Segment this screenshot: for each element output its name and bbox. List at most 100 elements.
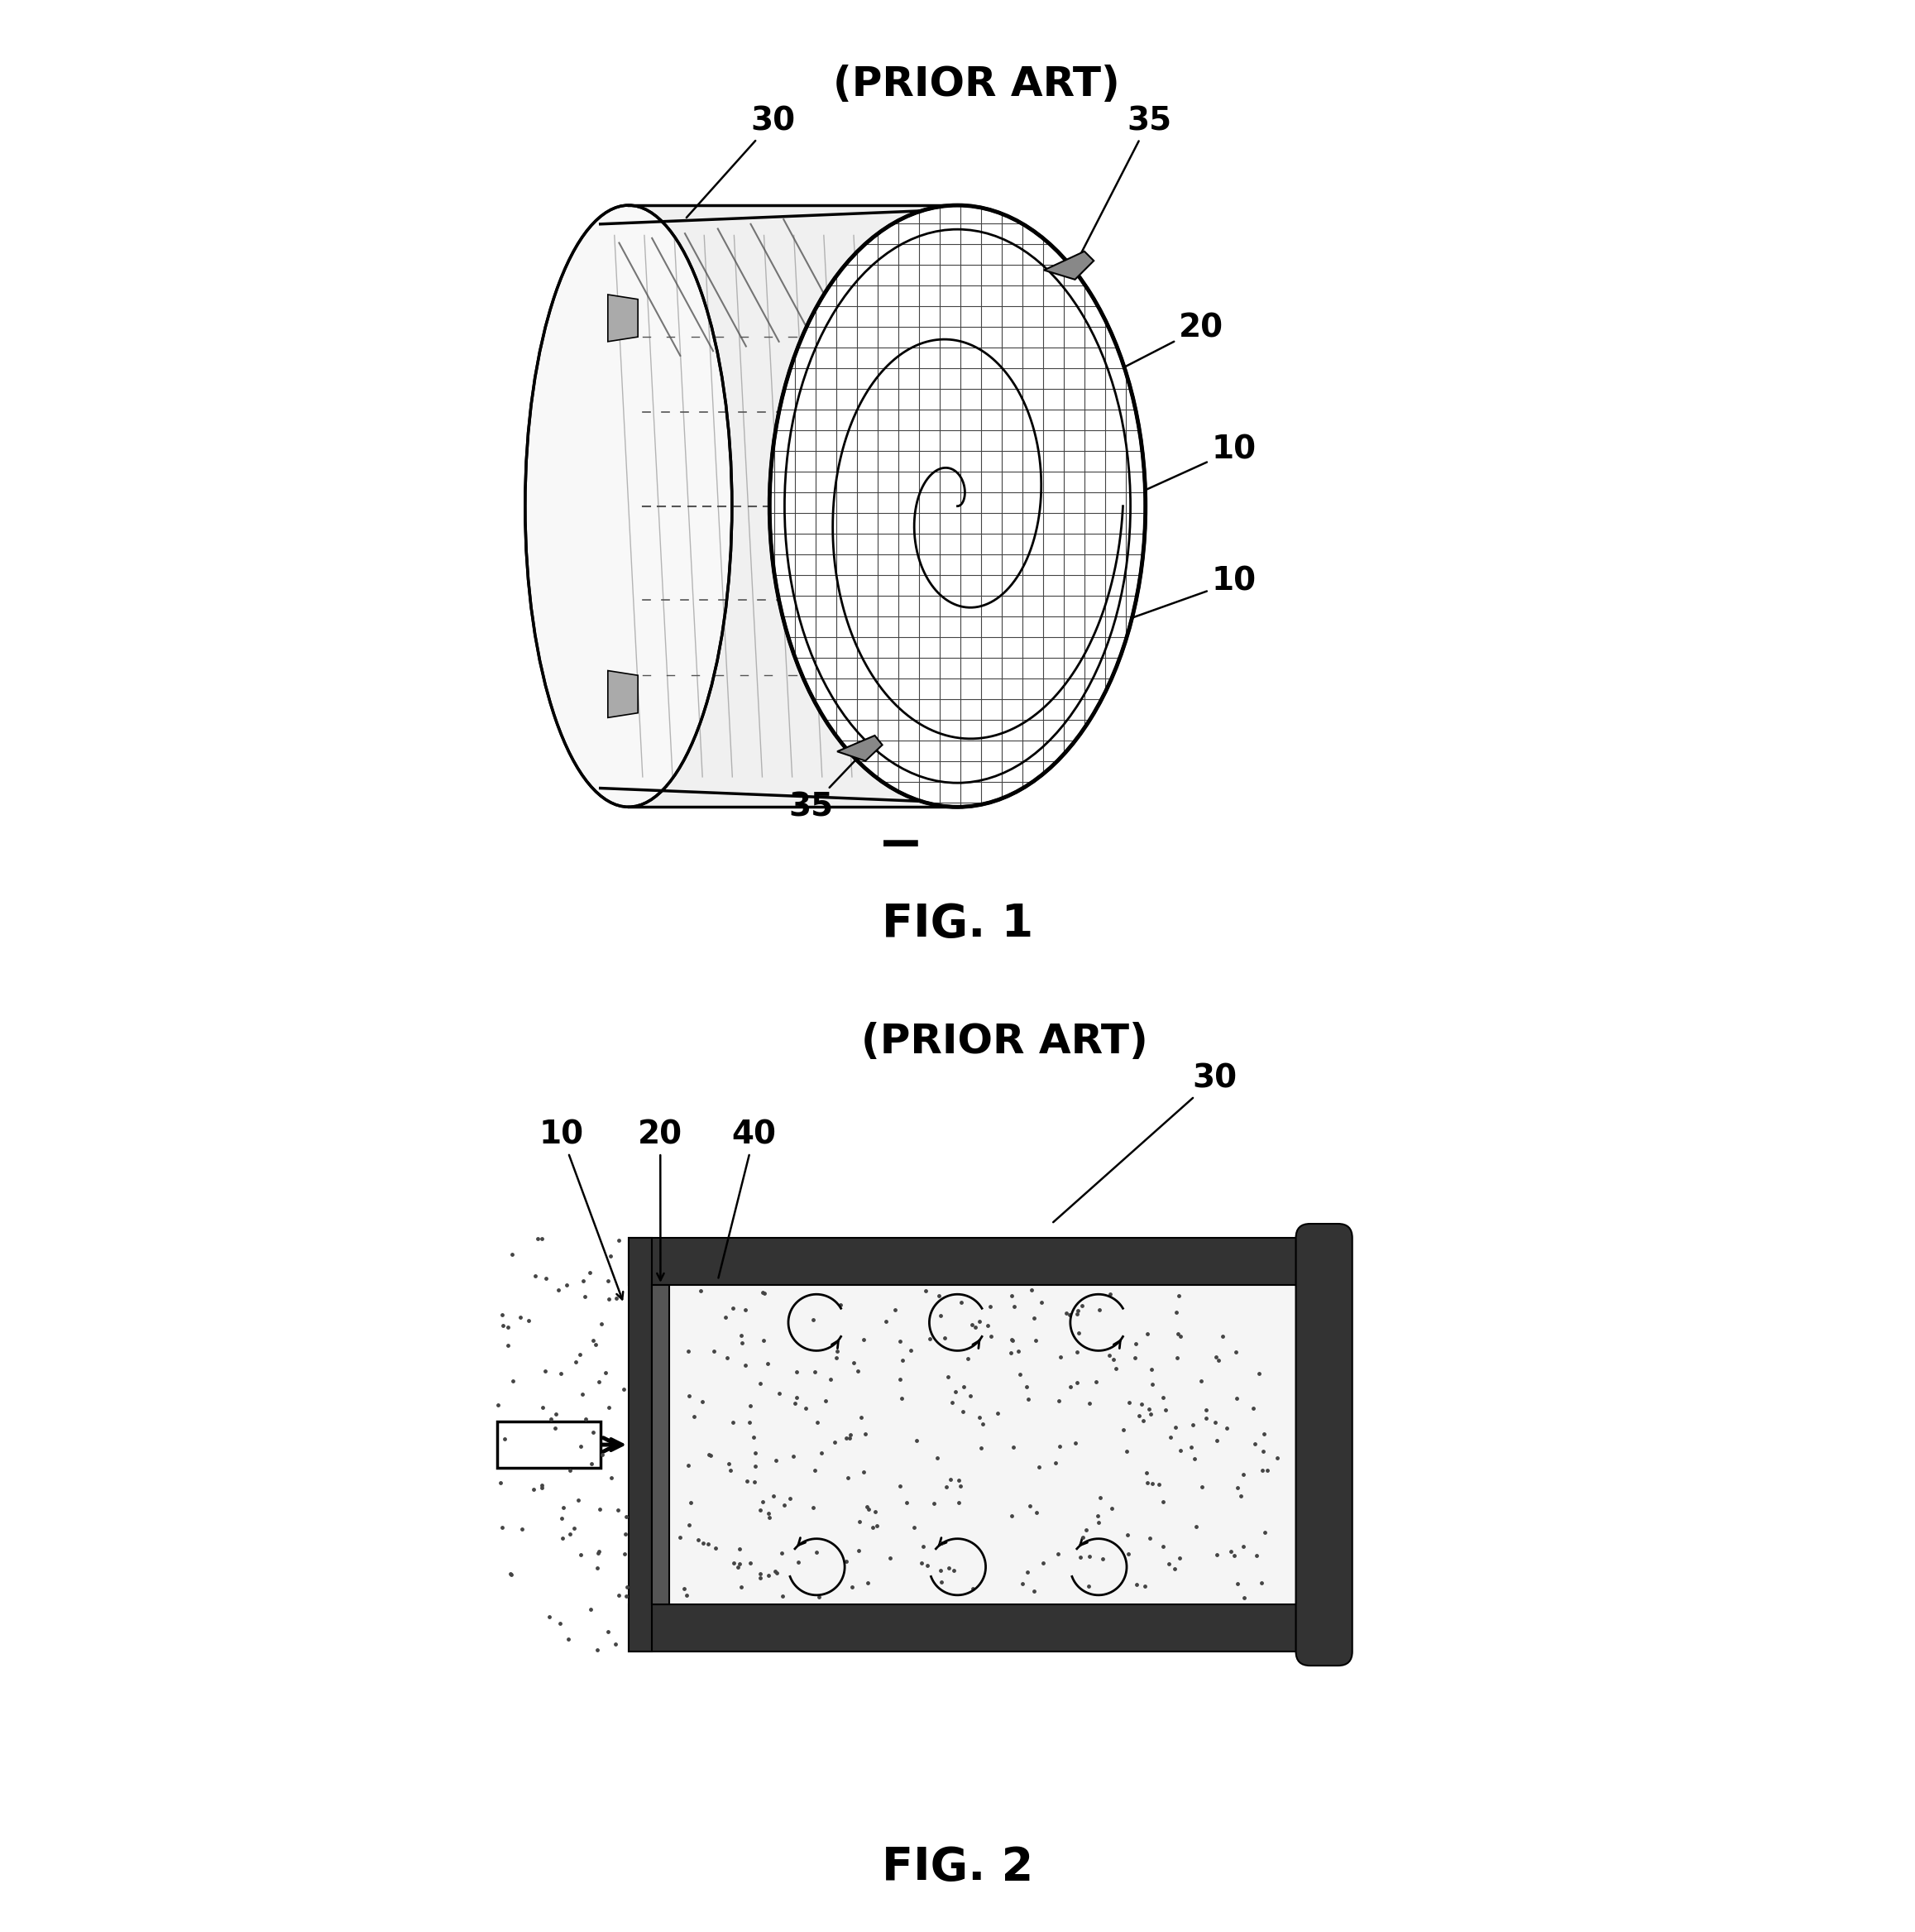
Point bbox=[718, 1548, 749, 1578]
Point bbox=[484, 1466, 515, 1497]
Point bbox=[548, 1522, 578, 1553]
Point bbox=[730, 1294, 760, 1325]
Point bbox=[565, 1339, 596, 1370]
Point bbox=[1021, 1325, 1051, 1356]
Point bbox=[822, 1343, 852, 1374]
Point bbox=[506, 1302, 536, 1333]
Point bbox=[996, 1323, 1026, 1354]
Bar bbox=[628, 1604, 1316, 1652]
Point bbox=[1113, 1538, 1143, 1569]
Point bbox=[852, 1567, 883, 1598]
Point bbox=[1182, 1511, 1212, 1542]
Point bbox=[799, 1304, 829, 1335]
Point bbox=[527, 1470, 557, 1501]
Point bbox=[956, 1381, 986, 1412]
Text: +: + bbox=[1009, 224, 1055, 280]
Point bbox=[1042, 1538, 1072, 1569]
Point bbox=[674, 1379, 705, 1410]
Point bbox=[975, 1291, 1005, 1321]
Point bbox=[802, 1406, 833, 1437]
Point bbox=[674, 1509, 705, 1540]
Point bbox=[996, 1501, 1026, 1532]
Point bbox=[1044, 1385, 1074, 1416]
Point bbox=[885, 1470, 915, 1501]
Point bbox=[1011, 1372, 1042, 1403]
Point bbox=[1134, 1393, 1164, 1424]
Point bbox=[1203, 1345, 1233, 1376]
Point bbox=[1124, 1401, 1155, 1432]
Point bbox=[1160, 1296, 1191, 1327]
Point bbox=[582, 1538, 613, 1569]
Point bbox=[1025, 1451, 1055, 1482]
Point bbox=[1136, 1354, 1166, 1385]
Point bbox=[582, 1634, 613, 1665]
Point bbox=[910, 1275, 940, 1306]
Point bbox=[1151, 1395, 1182, 1426]
Point bbox=[553, 1623, 584, 1654]
Point bbox=[578, 1325, 609, 1356]
Point bbox=[1084, 1482, 1115, 1513]
Point bbox=[890, 1488, 921, 1519]
Point bbox=[586, 1308, 617, 1339]
Point bbox=[944, 1470, 975, 1501]
Polygon shape bbox=[607, 670, 638, 717]
Point bbox=[1149, 1381, 1180, 1412]
Point bbox=[1206, 1320, 1237, 1350]
Point bbox=[1262, 1441, 1293, 1472]
Point bbox=[777, 1441, 808, 1472]
Point bbox=[749, 1325, 779, 1356]
Point bbox=[887, 1345, 917, 1376]
Point bbox=[783, 1546, 814, 1577]
Point bbox=[956, 1310, 986, 1341]
Point bbox=[1226, 1480, 1256, 1511]
Point bbox=[912, 1549, 942, 1580]
Point bbox=[799, 1455, 829, 1486]
Point bbox=[733, 1406, 764, 1437]
Point bbox=[837, 1571, 867, 1602]
Point bbox=[672, 1449, 703, 1480]
Point bbox=[1216, 1536, 1247, 1567]
Point bbox=[760, 1555, 791, 1586]
Point bbox=[559, 1513, 590, 1544]
Point bbox=[603, 1225, 634, 1256]
Point bbox=[1164, 1435, 1195, 1466]
Point bbox=[906, 1548, 936, 1578]
Point bbox=[885, 1364, 915, 1395]
Point bbox=[764, 1378, 795, 1408]
Point bbox=[1109, 1414, 1139, 1445]
Point bbox=[582, 1553, 613, 1584]
Point bbox=[496, 1559, 527, 1590]
Point bbox=[594, 1391, 624, 1422]
Polygon shape bbox=[1044, 251, 1093, 280]
Bar bbox=[628, 1238, 651, 1652]
Bar bbox=[628, 1238, 1316, 1285]
Text: FIG. 1: FIG. 1 bbox=[881, 902, 1034, 947]
Point bbox=[609, 1538, 640, 1569]
Point bbox=[714, 1449, 745, 1480]
Point bbox=[749, 1277, 779, 1308]
Point bbox=[1138, 1368, 1168, 1399]
Point bbox=[546, 1358, 576, 1389]
Point bbox=[850, 1418, 881, 1449]
Point bbox=[1097, 1345, 1128, 1376]
Point bbox=[596, 1463, 626, 1493]
Point bbox=[1243, 1358, 1273, 1389]
Point bbox=[745, 1557, 776, 1588]
Point bbox=[1061, 1428, 1092, 1459]
Point bbox=[1228, 1530, 1258, 1561]
Text: (PRIOR ART): (PRIOR ART) bbox=[833, 64, 1120, 104]
Point bbox=[1132, 1457, 1162, 1488]
Point bbox=[571, 1403, 601, 1434]
Point bbox=[833, 1424, 864, 1455]
Point bbox=[530, 1356, 561, 1387]
Point bbox=[701, 1532, 732, 1563]
Point bbox=[732, 1466, 762, 1497]
Point bbox=[1180, 1443, 1210, 1474]
Point bbox=[927, 1528, 958, 1559]
Point bbox=[594, 1265, 624, 1296]
Point bbox=[977, 1321, 1007, 1352]
Point bbox=[665, 1522, 695, 1553]
Point bbox=[546, 1503, 576, 1534]
Point bbox=[1228, 1459, 1258, 1490]
Point bbox=[1019, 1302, 1049, 1333]
